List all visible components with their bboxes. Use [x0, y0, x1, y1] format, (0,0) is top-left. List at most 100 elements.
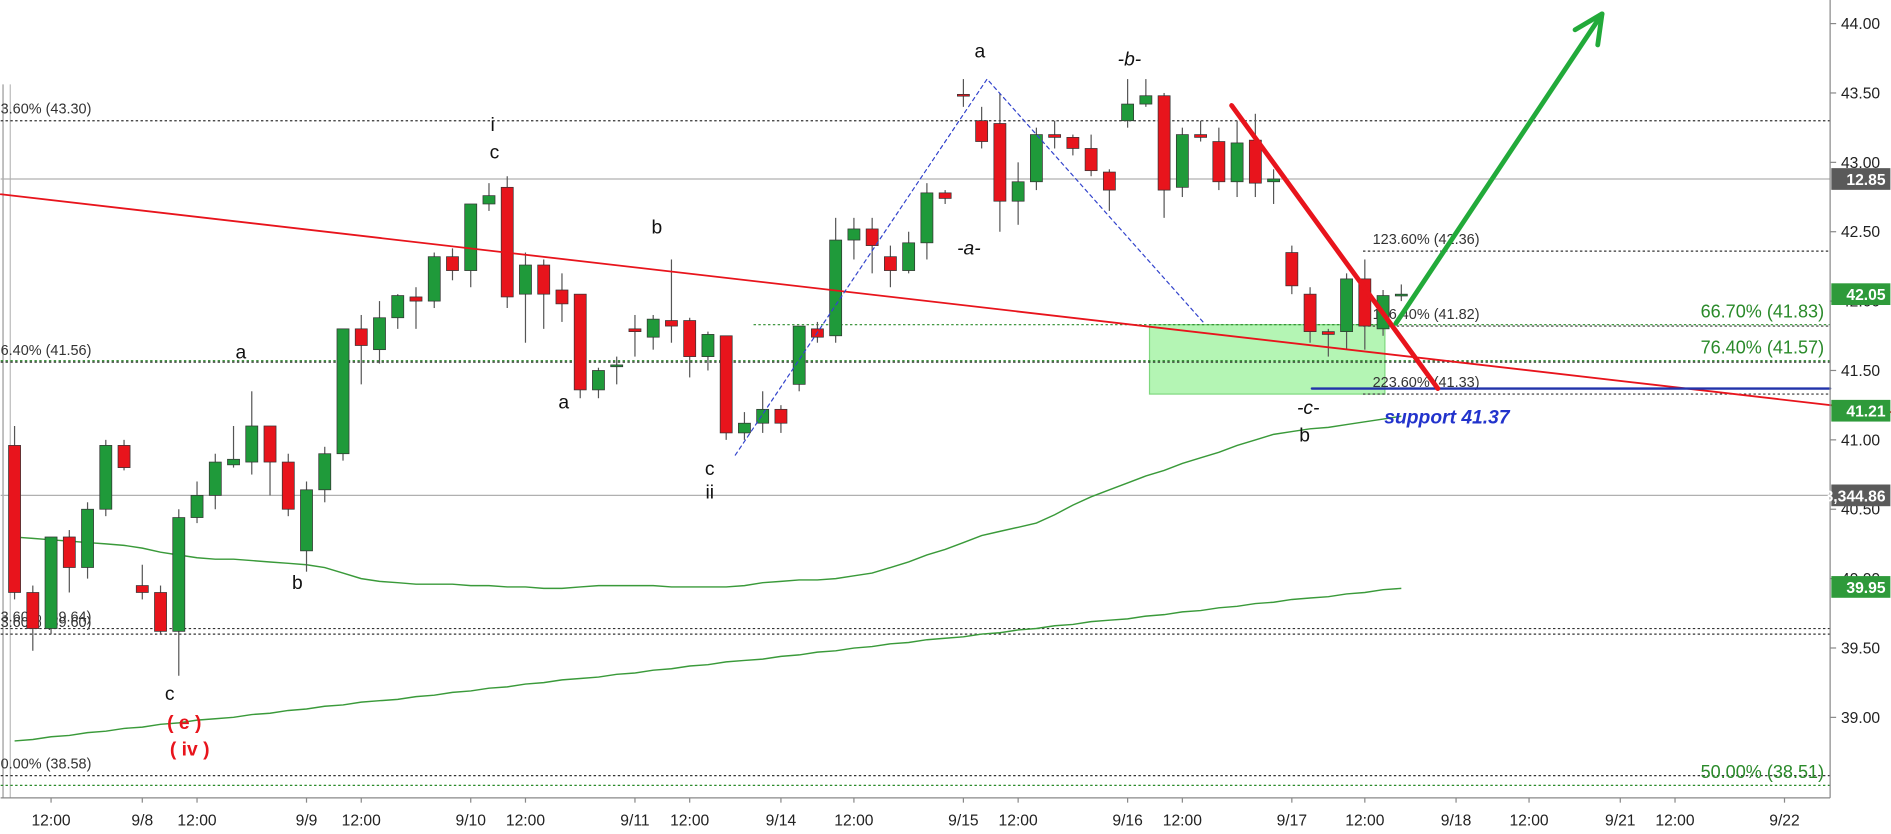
price-badge: [1831, 576, 1891, 598]
wave-label: -a-: [957, 238, 981, 259]
level-label: 223.60% (41.33): [1373, 375, 1480, 391]
candle-body: [263, 425, 277, 463]
candle-body: [482, 195, 496, 205]
wave-label: c: [165, 684, 175, 705]
candle-body: [738, 422, 751, 434]
x-tick-label: 9/10: [455, 813, 486, 830]
wave-label: b: [651, 218, 662, 239]
candle-body: [1212, 141, 1226, 183]
price-badge: [1831, 484, 1891, 507]
price-badge: [1831, 399, 1891, 422]
candle-body: [1011, 181, 1025, 202]
candle-body: [573, 293, 587, 391]
candle-body: [500, 186, 514, 298]
x-tick-label: 12:00: [1163, 813, 1202, 830]
candle-body: [884, 256, 897, 271]
candle-body: [1139, 95, 1153, 105]
candle-body: [555, 289, 569, 305]
candle-body: [1048, 134, 1062, 138]
candle-body: [665, 320, 678, 327]
level-label: 6.40% (41.56): [1, 343, 92, 359]
level-label: 3.60% (43.30): [1, 101, 92, 117]
x-tick-label: 12:00: [177, 813, 216, 830]
x-tick-label: 12:00: [506, 813, 545, 830]
candle-body: [1066, 137, 1080, 149]
y-tick-label: 43.00: [1841, 155, 1880, 172]
wave-label: b: [1299, 426, 1310, 447]
candle-body: [519, 264, 532, 295]
candle-body: [427, 256, 441, 302]
zone-box: [1148, 324, 1386, 395]
candle-body: [1321, 331, 1335, 335]
moving-average-line: [14, 587, 1402, 742]
candle-body: [902, 242, 916, 271]
wave-label: c: [490, 143, 500, 164]
candle-body: [227, 458, 240, 466]
x-tick-label: 9/17: [1277, 813, 1307, 830]
candle-body: [1084, 148, 1098, 172]
candle-body: [537, 264, 551, 295]
level-label: 0.00% (38.58): [1, 756, 92, 772]
candle-body: [592, 370, 605, 391]
candle-body: [300, 489, 313, 552]
candle-body: [1285, 252, 1299, 287]
y-tick-label: 42.50: [1841, 224, 1880, 241]
candle-body: [1102, 171, 1116, 191]
candle-body: [44, 536, 58, 629]
x-tick-label: 9/18: [1441, 813, 1472, 830]
candle-body: [135, 585, 149, 593]
wave-label: b: [292, 573, 303, 594]
y-tick-label: 39.50: [1841, 640, 1880, 657]
price-badge-label: 3,344.86: [1825, 488, 1886, 505]
candle-body: [701, 334, 715, 357]
price-badge: [1831, 168, 1891, 190]
candle-body: [391, 295, 405, 319]
x-tick-label: 12:00: [999, 813, 1038, 830]
y-tick-label: 43.50: [1841, 85, 1880, 102]
y-tick-label: 41.50: [1841, 363, 1880, 380]
y-tick-label: 39.00: [1841, 710, 1880, 727]
candle-body: [847, 228, 861, 241]
candle-body: [318, 453, 332, 491]
wave-label: c: [705, 459, 715, 480]
price-badge-label: 42.05: [1846, 287, 1885, 304]
x-tick-label: 12:00: [1655, 813, 1694, 830]
trend-line: [0, 193, 1891, 413]
candle-body: [26, 592, 40, 629]
candle-body: [245, 425, 259, 463]
wave-label: ( e ): [167, 713, 201, 734]
candle-body: [646, 318, 660, 338]
candle-layer: [8, 79, 1408, 676]
y-tick-label: 41.00: [1841, 432, 1880, 449]
wave-label: a: [974, 41, 985, 62]
candle-body: [610, 364, 624, 368]
wave-label: -c-: [1297, 398, 1319, 419]
x-tick-label: 9/11: [620, 813, 649, 830]
x-tick-label: 12:00: [1345, 813, 1384, 830]
drawing-layer: [0, 11, 1891, 456]
candle-body: [117, 445, 131, 468]
wave-label: ( iv ): [170, 739, 210, 760]
candle-body: [993, 123, 1007, 202]
x-tick-label: 9/15: [948, 813, 979, 830]
candle-body: [99, 445, 113, 510]
x-tick-label: 9/8: [131, 813, 153, 830]
candle-body: [172, 517, 186, 632]
x-tick-label: 9/16: [1112, 813, 1143, 830]
candle-body: [281, 461, 295, 510]
candle-body: [938, 192, 952, 199]
candle-body: [975, 120, 989, 142]
candle-body: [1175, 134, 1189, 188]
candle-body: [719, 335, 733, 434]
candle-body: [62, 536, 76, 568]
x-tick-label: 9/9: [296, 813, 318, 830]
price-badge: [1831, 283, 1891, 306]
wave-label: i: [490, 115, 494, 136]
candle-body: [336, 328, 350, 455]
candle-body: [628, 328, 642, 332]
level-label: 123.60% (42.36): [1373, 232, 1480, 248]
